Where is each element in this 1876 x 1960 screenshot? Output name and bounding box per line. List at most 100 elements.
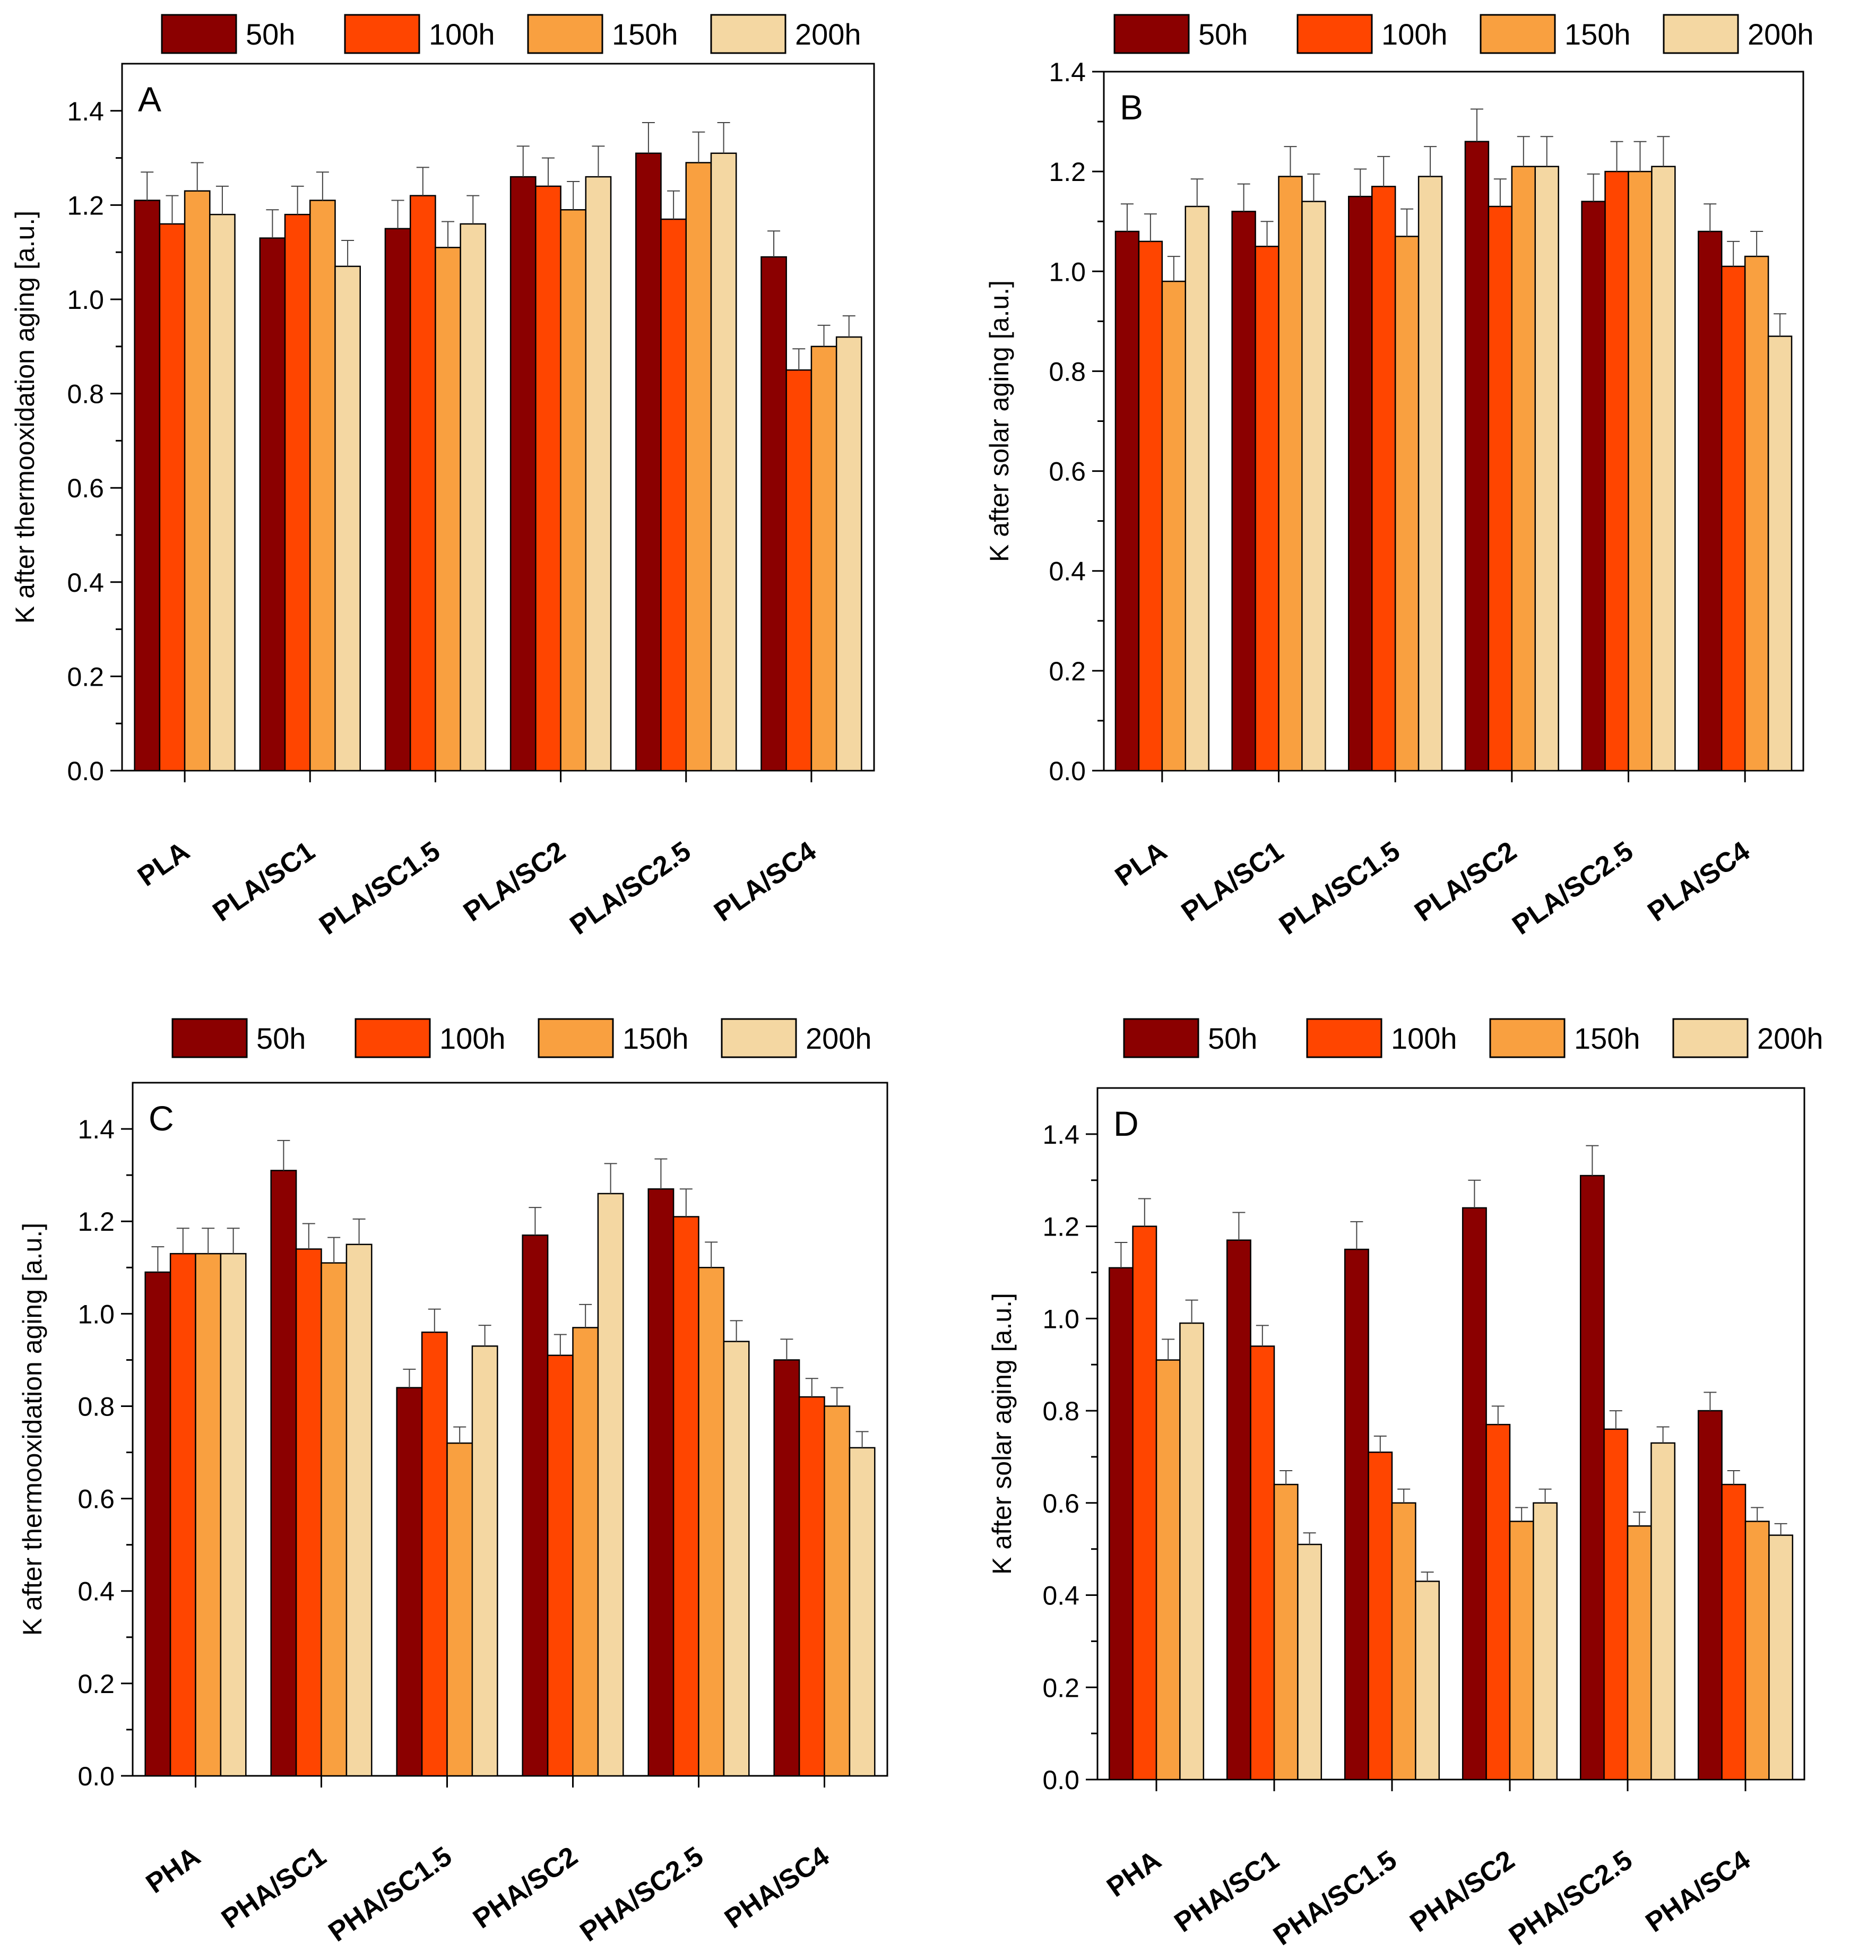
bar-200h-PHA/SC1 bbox=[1297, 1543, 1322, 1781]
bar-200h-PLA/SC2.5 bbox=[710, 152, 737, 772]
bar-150h-PHA/SC4 bbox=[1744, 1521, 1770, 1781]
y-tick-label: 1.2 bbox=[1049, 157, 1086, 187]
bar-50h-PHA bbox=[144, 1271, 171, 1777]
bar-150h-PHA/SC1 bbox=[321, 1262, 348, 1777]
y-tick-label: 0.0 bbox=[1042, 1765, 1079, 1795]
bar-100h-PLA/SC4 bbox=[1721, 265, 1746, 772]
bar-200h-PHA/SC4 bbox=[1768, 1534, 1794, 1781]
y-axis-label: K after solar aging [a.u.] bbox=[984, 280, 1014, 562]
y-tick-label: 0.6 bbox=[1042, 1489, 1079, 1518]
legend-label-100h: 100h bbox=[429, 18, 495, 51]
bar-200h-PHA/SC1.5 bbox=[1415, 1581, 1440, 1781]
legend-swatch-50h bbox=[161, 14, 237, 54]
y-tick-label: 0.6 bbox=[1049, 457, 1086, 487]
bar-50h-PLA/SC1 bbox=[259, 237, 286, 772]
bar-200h-PHA/SC2 bbox=[597, 1193, 624, 1777]
y-tick-label: 0.8 bbox=[1049, 357, 1086, 386]
legend-swatch-100h bbox=[355, 1018, 431, 1058]
legend-label-150h: 150h bbox=[612, 18, 678, 51]
legend-swatch-50h bbox=[171, 1018, 248, 1058]
bar-50h-PLA/SC1.5 bbox=[1348, 195, 1373, 772]
y-tick-label: 1.4 bbox=[1049, 57, 1086, 87]
bar-100h-PLA/SC2 bbox=[535, 185, 561, 772]
chart-panel-d: D 0.0 0.2 0.4 0.6 0.8 1.0 1.2 1.4 K after solar a… bbox=[987, 1018, 1823, 1952]
bar-100h-PHA/SC2.5 bbox=[672, 1216, 699, 1777]
x-tick-label: PLA/SC2 bbox=[1409, 835, 1522, 927]
x-tick-label: PLA bbox=[1110, 835, 1172, 892]
legend-swatch-100h bbox=[1296, 14, 1373, 54]
bar-150h-PLA/SC4 bbox=[810, 346, 837, 772]
legend-label-100h: 100h bbox=[1391, 1022, 1457, 1055]
bar-200h-PHA/SC2.5 bbox=[1650, 1442, 1676, 1781]
bar-150h-PHA bbox=[1155, 1359, 1181, 1781]
x-tick-label: PLA/SC4 bbox=[708, 835, 822, 928]
bar-100h-PLA/SC1.5 bbox=[409, 195, 436, 772]
bar-200h-PLA bbox=[1185, 205, 1209, 772]
bar-50h-PLA/SC4 bbox=[1698, 230, 1723, 772]
bar-150h-PHA/SC4 bbox=[824, 1405, 851, 1777]
bar-100h-PHA/SC2 bbox=[547, 1354, 574, 1777]
y-tick-label: 0.0 bbox=[67, 756, 104, 786]
bar-200h-PLA/SC4 bbox=[1767, 335, 1793, 772]
bar-100h-PLA bbox=[159, 223, 186, 772]
bar-200h-PLA/SC2 bbox=[585, 176, 612, 772]
bar-200h-PHA/SC4 bbox=[849, 1447, 876, 1777]
x-tick-label: PLA bbox=[132, 835, 195, 892]
bar-150h-PLA/SC2.5 bbox=[685, 162, 712, 772]
bar-200h-PHA bbox=[220, 1253, 247, 1777]
bar-150h-PLA/SC2 bbox=[1511, 166, 1536, 772]
bar-150h-PLA/SC1 bbox=[1278, 176, 1303, 772]
y-tick-label: 1.0 bbox=[1042, 1304, 1079, 1334]
bar-200h-PHA/SC1.5 bbox=[471, 1345, 498, 1777]
bar-100h-PLA/SC2 bbox=[1488, 205, 1513, 772]
bar-50h-PHA/SC2 bbox=[522, 1234, 549, 1777]
bar-50h-PLA/SC4 bbox=[760, 256, 787, 772]
bar-150h-PHA/SC2.5 bbox=[698, 1267, 725, 1777]
legend-label-50h: 50h bbox=[1198, 18, 1248, 51]
legend-swatch-200h bbox=[1672, 1018, 1749, 1058]
bar-150h-PLA bbox=[1161, 280, 1187, 772]
legend-label-100h: 100h bbox=[1381, 18, 1448, 51]
bar-200h-PLA/SC1 bbox=[334, 265, 361, 772]
legend-swatch-100h bbox=[1306, 1018, 1382, 1058]
bar-100h-PHA/SC1.5 bbox=[1368, 1451, 1393, 1781]
y-tick-label: 0.8 bbox=[67, 379, 104, 409]
bar-100h-PLA bbox=[1138, 240, 1163, 772]
x-tick-label: PLA/SC1 bbox=[1176, 835, 1289, 927]
x-tick-label: PHA/SC4 bbox=[719, 1841, 835, 1935]
bar-50h-PLA bbox=[134, 200, 161, 772]
bar-100h-PHA/SC4 bbox=[1721, 1483, 1747, 1781]
y-tick-label: 0.4 bbox=[1042, 1581, 1079, 1611]
y-tick-label: 1.0 bbox=[67, 285, 104, 315]
y-axis-label: K after thermooxidation aging [a.u.] bbox=[18, 1223, 47, 1636]
x-tick-label: PLA/SC1.5 bbox=[1274, 835, 1406, 940]
bar-150h-PLA/SC4 bbox=[1744, 255, 1769, 772]
chart-panel-c: C 0.0 0.2 0.4 0.6 0.8 1.0 1.2 1.4 K after thermoo… bbox=[18, 1018, 888, 1948]
panel-label: C bbox=[149, 1099, 174, 1138]
bar-50h-PLA/SC2.5 bbox=[1581, 201, 1606, 772]
bar-100h-PLA/SC1.5 bbox=[1371, 186, 1396, 772]
y-tick-label: 0.0 bbox=[1049, 756, 1086, 786]
x-tick-label: PLA/SC2 bbox=[458, 835, 571, 927]
bar-50h-PLA bbox=[1114, 230, 1140, 772]
x-tick-label: PHA/SC1.5 bbox=[323, 1841, 457, 1948]
plot-frame bbox=[1096, 1087, 1805, 1781]
y-tick-label: 1.2 bbox=[77, 1207, 115, 1237]
legend-label-50h: 50h bbox=[246, 18, 295, 51]
bar-200h-PLA/SC1 bbox=[1301, 201, 1326, 772]
y-tick-label: 0.6 bbox=[77, 1484, 115, 1514]
x-tick-label: PHA/SC2.5 bbox=[1503, 1844, 1638, 1952]
y-tick-label: 0.8 bbox=[1042, 1396, 1079, 1426]
bar-200h-PHA/SC2.5 bbox=[723, 1341, 750, 1777]
bar-50h-PLA/SC1.5 bbox=[384, 228, 411, 772]
legend-swatch-150h bbox=[527, 14, 603, 54]
y-axis-label: K after solar aging [a.u.] bbox=[987, 1293, 1017, 1575]
bar-50h-PHA/SC2.5 bbox=[1579, 1175, 1605, 1781]
legend-label-200h: 200h bbox=[795, 18, 861, 51]
plot-frame bbox=[132, 1082, 888, 1777]
bar-50h-PHA/SC1 bbox=[270, 1170, 297, 1777]
bar-100h-PLA/SC1 bbox=[1255, 246, 1280, 772]
bar-100h-PHA/SC1 bbox=[1250, 1345, 1275, 1781]
legend-label-50h: 50h bbox=[256, 1022, 306, 1055]
